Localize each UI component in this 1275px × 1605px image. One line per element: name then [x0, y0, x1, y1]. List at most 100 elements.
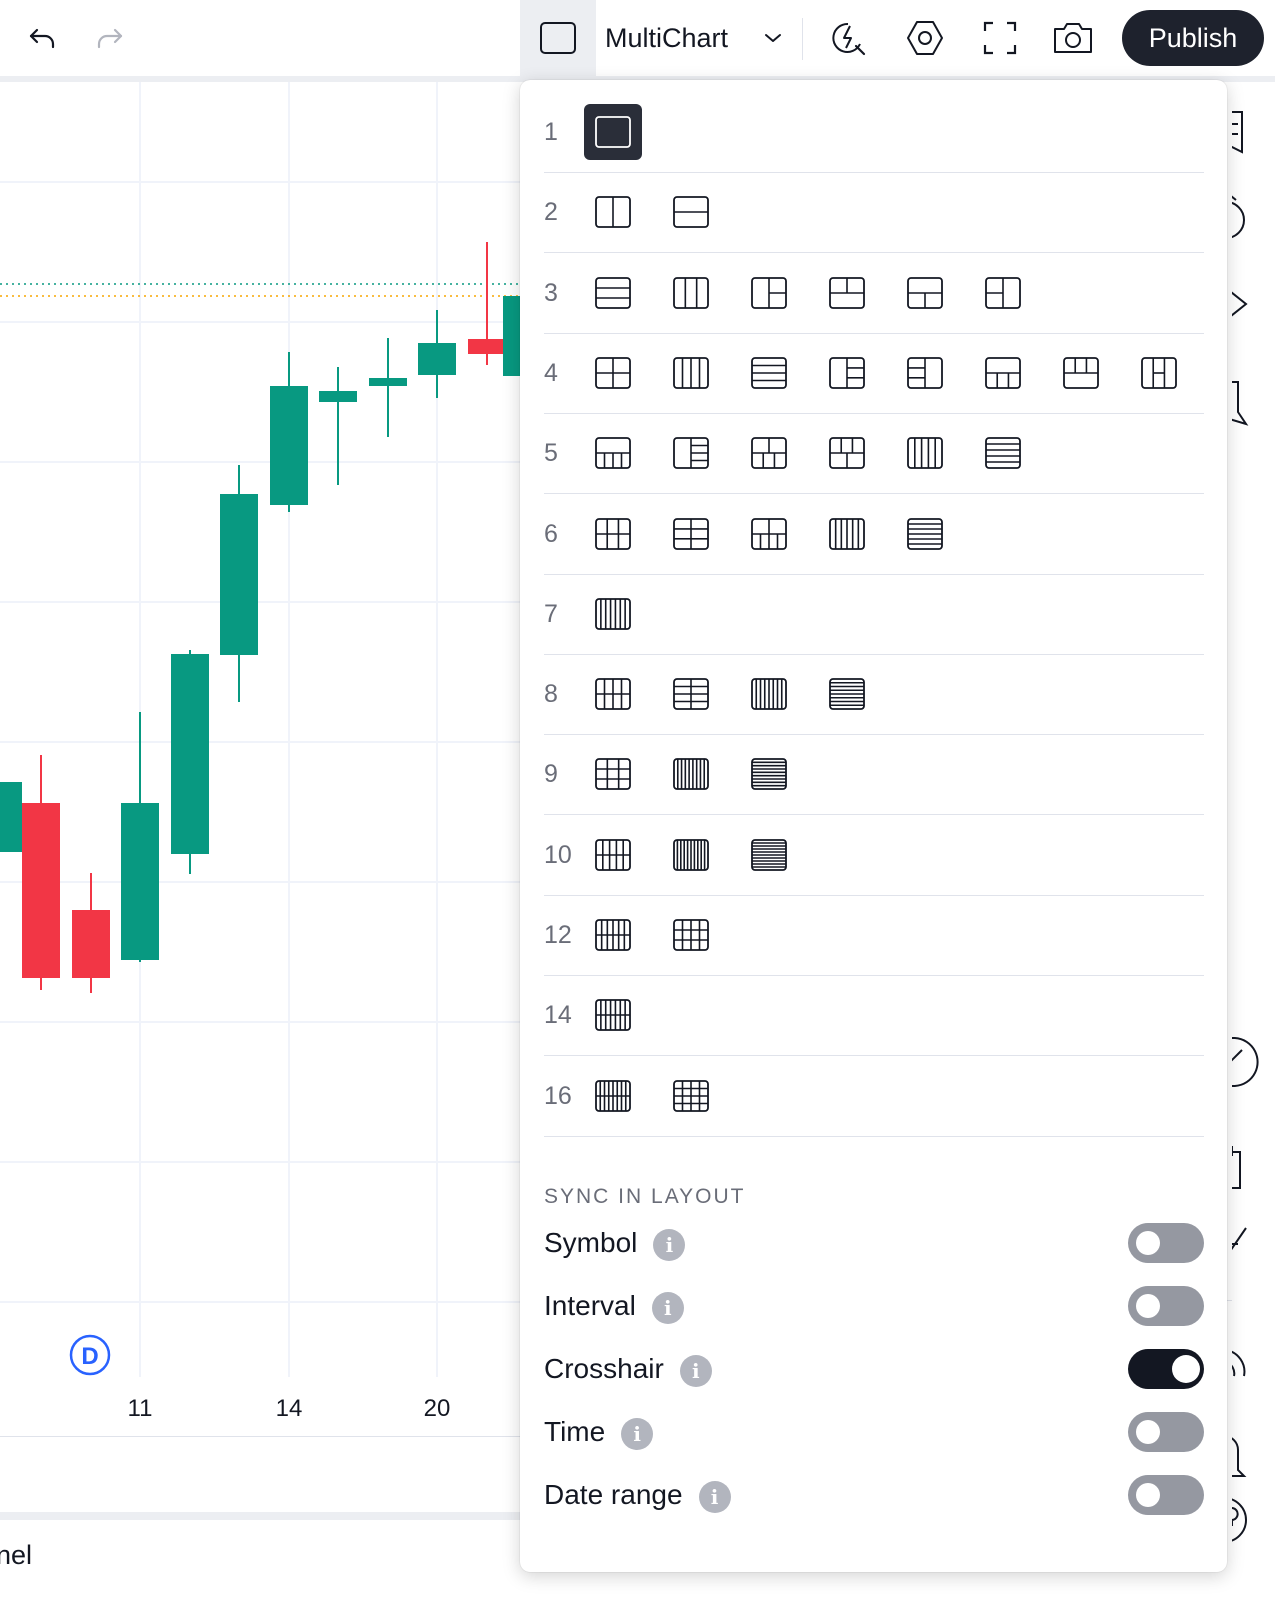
layout-option-9v[interactable]	[662, 746, 720, 802]
bottom-panel-label[interactable]: nel	[0, 1540, 33, 1570]
layout-option-14a[interactable]	[584, 987, 642, 1043]
layout-option-6b[interactable]	[662, 506, 720, 562]
layout-options	[584, 413, 1052, 493]
layout-option-5v[interactable]	[896, 425, 954, 481]
layout-option-5a[interactable]	[584, 425, 642, 481]
layout-option-5c[interactable]	[740, 425, 798, 481]
layout-option-4b[interactable]	[896, 345, 954, 401]
layout-option-4v[interactable]	[662, 345, 720, 401]
layout-option-4g[interactable]	[584, 345, 642, 401]
layout-4d-icon	[1063, 356, 1099, 389]
info-icon[interactable]: i	[621, 1417, 654, 1450]
chart-canvas[interactable]: D 11 14 20	[0, 82, 540, 1437]
layout-row-12: 12	[544, 895, 1204, 976]
layout-option-12a[interactable]	[584, 907, 642, 963]
layout-option-7v[interactable]	[584, 586, 642, 642]
layout-option-4a[interactable]	[818, 345, 876, 401]
time-axis-border	[0, 1436, 540, 1437]
sync-option-label: Date range	[544, 1479, 683, 1510]
info-icon[interactable]: i	[651, 1291, 684, 1324]
redo-button[interactable]	[82, 10, 138, 66]
help-icon[interactable]	[1223, 1497, 1247, 1543]
layout-option-8v[interactable]	[740, 666, 798, 722]
layout-option-4e[interactable]	[1130, 345, 1188, 401]
sync-toggle[interactable]	[1128, 1349, 1204, 1389]
layout-option-6h[interactable]	[896, 506, 954, 562]
info-icon[interactable]: i	[679, 1354, 712, 1387]
broadcast-icon[interactable]	[1225, 1349, 1246, 1377]
layout-option-16a[interactable]	[584, 1068, 642, 1124]
layout-option-5d[interactable]	[818, 425, 876, 481]
layout-row-6: 6	[544, 494, 1204, 575]
layout-option-2v[interactable]	[584, 184, 642, 240]
layout-option-8b[interactable]	[662, 666, 720, 722]
sync-toggle[interactable]	[1128, 1412, 1204, 1452]
send-icon[interactable]	[1225, 287, 1248, 321]
layout-option-3c[interactable]	[896, 265, 954, 321]
watchlist-icon[interactable]	[1229, 111, 1243, 154]
sync-toggle[interactable]	[1128, 1475, 1204, 1515]
layout-dropdown-toggle[interactable]	[755, 10, 791, 66]
undo-button[interactable]	[14, 10, 70, 66]
alerts-clock-icon[interactable]	[1225, 191, 1245, 239]
layout-options	[584, 253, 1052, 333]
layout-option-3a[interactable]	[740, 265, 798, 321]
info-icon[interactable]: i	[653, 1228, 686, 1261]
layout-option-12b[interactable]	[662, 907, 720, 963]
quick-search-button[interactable]	[820, 10, 876, 66]
fullscreen-button[interactable]	[972, 10, 1028, 66]
right-sidebar	[1223, 82, 1275, 1600]
layout-row-3: 3	[544, 253, 1204, 334]
sync-toggle[interactable]	[1128, 1286, 1204, 1326]
layout-row-count: 2	[544, 198, 558, 227]
layout-option-6c[interactable]	[740, 506, 798, 562]
info-icon[interactable]: i	[698, 1480, 731, 1513]
layout-4h-icon	[751, 356, 787, 389]
chat-icon[interactable]	[1225, 381, 1249, 426]
layout-option-4d[interactable]	[1052, 345, 1110, 401]
toggle-knob	[1136, 1294, 1160, 1318]
layout-5c-icon	[751, 437, 787, 470]
layout-6b-icon	[673, 517, 709, 550]
bell-icon[interactable]	[1223, 1435, 1247, 1477]
snapshot-button[interactable]	[1045, 10, 1101, 66]
layout-row-14: 14	[544, 975, 1204, 1057]
candle	[270, 352, 308, 512]
layout-select-button[interactable]	[528, 10, 588, 66]
layout-option-6v[interactable]	[818, 506, 876, 562]
layout-name[interactable]: MultiChart	[605, 23, 729, 53]
layout-option-4h[interactable]	[740, 345, 798, 401]
layout-option-2h[interactable]	[662, 184, 720, 240]
layout-option-4c[interactable]	[974, 345, 1032, 401]
layout-option-10v[interactable]	[662, 827, 720, 883]
layout-option-8a[interactable]	[584, 666, 642, 722]
layout-option-1[interactable]	[584, 104, 642, 160]
settings-button[interactable]	[897, 10, 953, 66]
layout-option-8h[interactable]	[818, 666, 876, 722]
layout-option-9g[interactable]	[584, 746, 642, 802]
draw-line-icon[interactable]	[1223, 1227, 1247, 1261]
layout-option-10h[interactable]	[740, 827, 798, 883]
layout-option-16b[interactable]	[662, 1068, 720, 1124]
toolbar-divider	[802, 18, 803, 60]
layout-option-3h[interactable]	[584, 265, 642, 321]
layout-option-3d[interactable]	[974, 265, 1032, 321]
layout-option-9h[interactable]	[740, 746, 798, 802]
layout-option-6a[interactable]	[584, 506, 642, 562]
bottom-panel-separator	[0, 1512, 540, 1520]
sync-toggle[interactable]	[1128, 1223, 1204, 1263]
price-chart[interactable]: D 11 14 20	[0, 82, 540, 1437]
layout-option-3b[interactable]	[818, 265, 876, 321]
layout-options	[584, 1056, 740, 1136]
target-icon[interactable]	[1223, 1037, 1259, 1087]
layout-row-count: 1	[544, 118, 558, 146]
layout-option-10g[interactable]	[584, 827, 642, 883]
layout-6h-icon	[907, 517, 943, 550]
publish-button[interactable]: Publish	[1122, 10, 1264, 66]
layout-option-3v[interactable]	[662, 265, 720, 321]
layout-option-5h[interactable]	[974, 425, 1032, 481]
layout-option-5b[interactable]	[662, 425, 720, 481]
dividend-badge[interactable]: D	[69, 1334, 111, 1376]
layout-options	[584, 92, 662, 172]
calendar-icon[interactable]	[1226, 1146, 1241, 1189]
